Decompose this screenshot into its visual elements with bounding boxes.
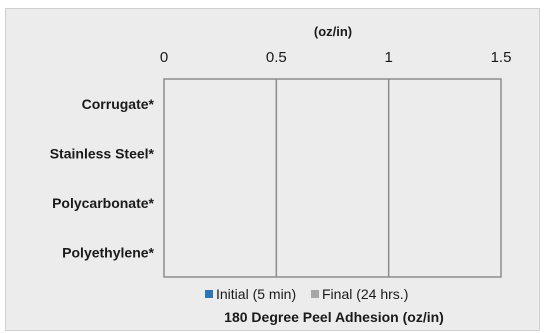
x-tick-label: 1.5 (491, 49, 512, 66)
x-axis-title: (oz/in) (314, 24, 352, 39)
legend: Initial (5 min) Final (24 hrs.) (205, 286, 408, 302)
legend-swatch (205, 290, 213, 298)
category-label: Stainless Steel* (50, 145, 155, 161)
category-labels: Corrugate* Stainless Steel* Polycarbonate*… (50, 96, 155, 261)
x-tick-label: 0.5 (266, 49, 287, 66)
category-label: Polyethylene* (62, 244, 154, 260)
legend-label: Final (24 hrs.) (322, 286, 408, 302)
category-label: Corrugate* (82, 96, 155, 112)
x-tick-label: 1 (384, 49, 392, 66)
plot-area (163, 78, 502, 278)
category-label: Polycarbonate* (52, 195, 154, 211)
x-tick-labels: 0 0.5 1 1.5 (160, 49, 512, 66)
legend-swatch (311, 290, 319, 298)
legend-label: Initial (5 min) (216, 286, 296, 302)
gridlines (275, 79, 390, 277)
x-tick-label: 0 (160, 49, 168, 66)
chart-caption: 180 Degree Peel Adhesion (oz/in) (224, 309, 444, 325)
